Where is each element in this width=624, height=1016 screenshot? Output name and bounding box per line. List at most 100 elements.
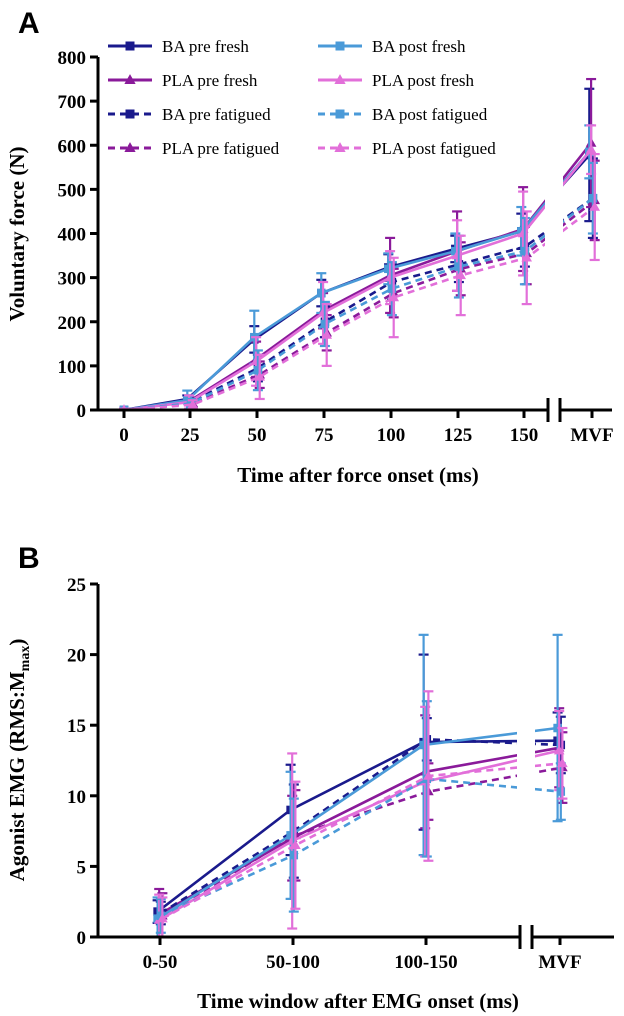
legend-item: PLA post fresh bbox=[318, 71, 475, 90]
legend-item: PLA pre fatigued bbox=[108, 139, 280, 158]
y-tick-label: 20 bbox=[67, 646, 86, 667]
data-point-marker bbox=[317, 288, 326, 298]
x-tick-label: 75 bbox=[315, 425, 334, 446]
data-point-marker bbox=[384, 264, 393, 274]
y-tick-label: 400 bbox=[58, 225, 87, 246]
y-axis-title-main: Agonist EMG (RMS:M bbox=[5, 671, 29, 881]
data-point-marker bbox=[454, 262, 464, 271]
y-tick-label: 500 bbox=[58, 180, 87, 201]
y-tick-label: 800 bbox=[58, 48, 87, 69]
legend-item: BA post fatigued bbox=[318, 105, 488, 124]
data-point-marker bbox=[124, 74, 136, 84]
data-point-marker bbox=[419, 740, 428, 750]
panel-a: A 0 100 200 300 400 500 600 700 800 0 25 50 75 100 125 1… bbox=[5, 7, 614, 487]
y-tick-label: 10 bbox=[67, 787, 86, 808]
data-point-marker bbox=[290, 839, 301, 849]
series-pla-pre-fatigued bbox=[119, 159, 601, 411]
data-point-marker bbox=[589, 201, 601, 211]
data-point-marker bbox=[556, 740, 566, 750]
y-axis-title-close: ) bbox=[5, 639, 29, 646]
data-point-marker bbox=[334, 142, 346, 152]
y-tick-label: 700 bbox=[58, 92, 87, 113]
legend-label: BA pre fatigued bbox=[162, 105, 271, 124]
y-axis-title: Agonist EMG (RMS:Mmax) bbox=[5, 639, 33, 882]
legend-label: PLA post fresh bbox=[372, 71, 475, 90]
series-line bbox=[123, 199, 596, 411]
data-point-marker bbox=[156, 911, 166, 921]
panel-label: B bbox=[18, 542, 40, 575]
y-tick-label: 600 bbox=[58, 136, 87, 157]
panel-label: A bbox=[18, 7, 40, 40]
series-ba-pre-fatigued bbox=[155, 715, 566, 926]
panel-b: B 0 5 10 15 20 25 0-50 50-100 100-150 MVF Time wind… bbox=[5, 542, 614, 1013]
y-tick-label: 5 bbox=[77, 857, 87, 878]
x-tick-label: 100-150 bbox=[394, 952, 457, 973]
legend-label: BA post fresh bbox=[372, 37, 466, 56]
legend-label: BA pre fresh bbox=[162, 37, 249, 56]
x-tick-label: 50-100 bbox=[266, 952, 320, 973]
data-point-marker bbox=[455, 269, 467, 280]
series-group bbox=[119, 77, 601, 411]
x-tick-label: MVF bbox=[570, 425, 613, 446]
y-tick-label: 15 bbox=[67, 716, 86, 737]
data-point-marker bbox=[124, 142, 136, 152]
axis-break-gap bbox=[545, 53, 563, 410]
data-point-marker bbox=[556, 787, 566, 796]
legend-label: BA post fatigued bbox=[372, 105, 488, 124]
series-line bbox=[123, 154, 591, 411]
series-line bbox=[161, 766, 563, 917]
data-point-marker bbox=[254, 371, 266, 381]
y-tick-label: 0 bbox=[77, 401, 87, 422]
x-tick-label: 50 bbox=[248, 425, 267, 446]
y-axis-title: Voluntary force (N) bbox=[5, 147, 29, 322]
data-point-marker bbox=[320, 319, 330, 329]
legend-item: PLA pre fresh bbox=[108, 71, 258, 90]
data-point-marker bbox=[335, 109, 345, 119]
series-line bbox=[156, 726, 558, 920]
data-point-marker bbox=[451, 246, 460, 256]
axis-break-gap bbox=[517, 580, 535, 937]
data-point-marker bbox=[125, 109, 135, 119]
data-point-marker bbox=[187, 399, 199, 409]
legend: BA pre fresh PLA pre fresh BA pre fatigued… bbox=[108, 37, 496, 158]
x-tick-label: 125 bbox=[444, 425, 473, 446]
x-tick-label: 150 bbox=[510, 425, 539, 446]
data-point-marker bbox=[520, 246, 530, 256]
series-line bbox=[123, 151, 591, 411]
series-group bbox=[152, 633, 568, 939]
data-point-marker bbox=[125, 41, 135, 51]
data-point-marker bbox=[387, 284, 397, 293]
series-line bbox=[161, 762, 563, 920]
legend-item: BA pre fresh bbox=[108, 37, 249, 56]
series-pla-post-fatigued bbox=[157, 690, 568, 939]
series-line bbox=[160, 737, 561, 915]
data-point-marker bbox=[423, 770, 434, 780]
data-point-marker bbox=[157, 913, 168, 923]
data-point-marker bbox=[289, 850, 299, 860]
y-tick-label: 0 bbox=[77, 928, 87, 949]
data-point-marker bbox=[334, 74, 346, 84]
legend-item: PLA post fatigued bbox=[318, 139, 496, 158]
x-axis-title: Time window after EMG onset (ms) bbox=[197, 989, 519, 1013]
series-line bbox=[156, 739, 558, 913]
y-axis-title-subscript: max bbox=[18, 646, 33, 672]
legend-label: PLA pre fatigued bbox=[162, 139, 280, 158]
data-point-marker bbox=[521, 252, 533, 262]
series-line bbox=[123, 205, 596, 411]
legend-label: PLA pre fresh bbox=[162, 71, 258, 90]
data-point-marker bbox=[286, 831, 295, 840]
series-line bbox=[158, 749, 560, 922]
series-ba-post-fatigued bbox=[155, 700, 566, 934]
data-point-marker bbox=[321, 329, 333, 339]
legend-item: BA pre fatigued bbox=[108, 105, 271, 124]
y-tick-label: 25 bbox=[67, 575, 86, 596]
series-line bbox=[123, 197, 594, 411]
data-point-marker bbox=[335, 41, 345, 51]
legend-label: PLA post fatigued bbox=[372, 139, 496, 158]
y-tick-label: 100 bbox=[58, 357, 87, 378]
x-tick-label: 25 bbox=[181, 425, 200, 446]
x-tick-label: 0 bbox=[119, 425, 129, 446]
data-point-marker bbox=[588, 193, 598, 203]
x-axis-title: Time after force onset (ms) bbox=[237, 463, 478, 487]
x-tick-label: 100 bbox=[377, 425, 406, 446]
